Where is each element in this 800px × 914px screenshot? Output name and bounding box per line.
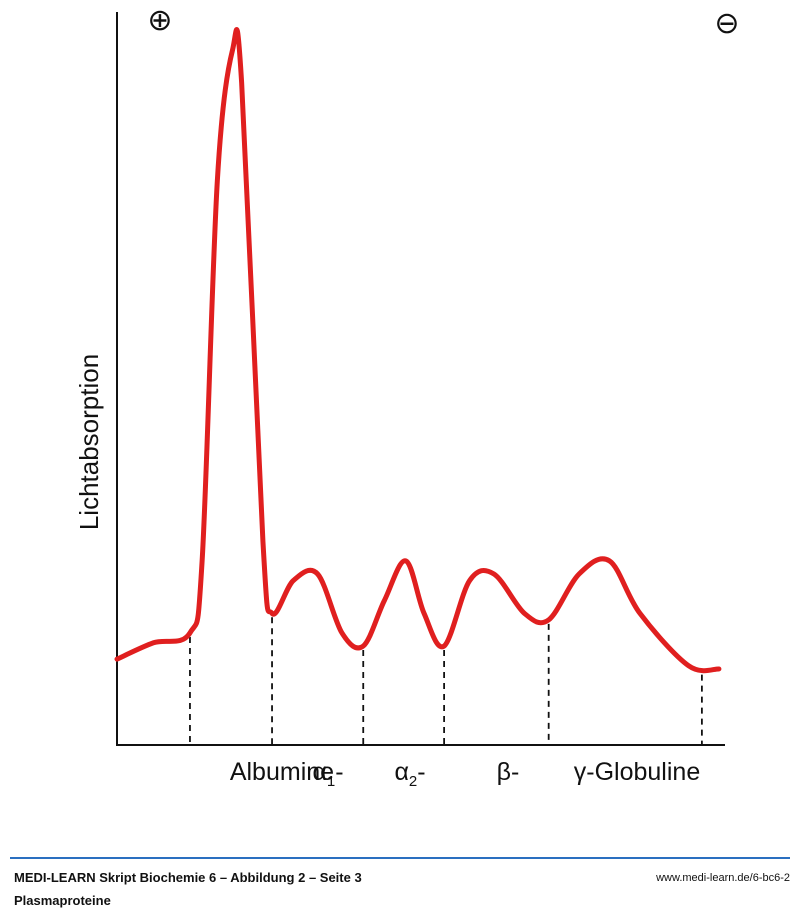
fraction-label-3: α2- bbox=[394, 758, 425, 790]
footer-title: MEDI-LEARN Skript Biochemie 6 – Abbildun… bbox=[14, 870, 362, 885]
footer-subtitle: Plasmaproteine bbox=[14, 893, 111, 908]
anode-plus-label: ⊕ bbox=[147, 4, 172, 37]
footer-url: www.medi-learn.de/6-bc6-2 bbox=[656, 872, 790, 884]
fraction-label-5: γ-Globuline bbox=[574, 758, 700, 786]
footer-rule bbox=[10, 857, 790, 859]
absorption-curve bbox=[114, 27, 722, 674]
cathode-minus-label: ⊖ bbox=[714, 7, 739, 40]
fraction-label-4: β- bbox=[497, 758, 520, 786]
fraction-label-2: α1- bbox=[312, 758, 343, 790]
fraction-label-1: Albumine bbox=[230, 758, 334, 786]
y-axis-label: Lichtabsorption bbox=[74, 354, 104, 530]
